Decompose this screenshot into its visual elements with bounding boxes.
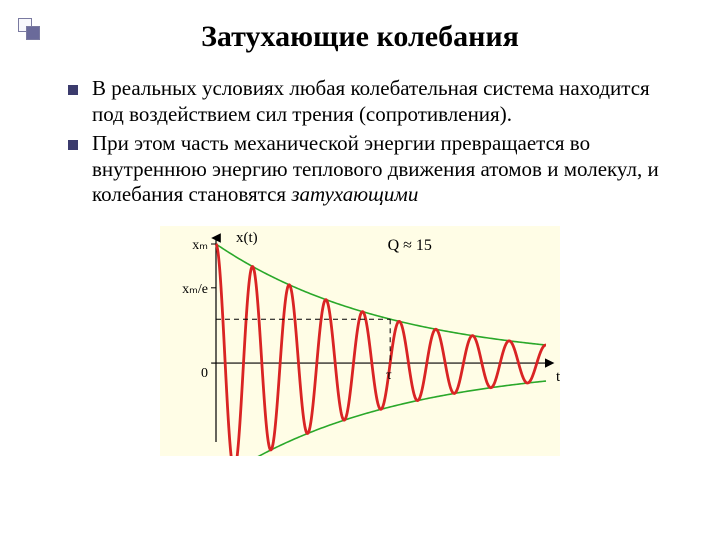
chart-svg: x(t) t xₘ xₘ/e 0 Q ≈ 15 τ — [160, 226, 560, 456]
y-tick-label: xₘ — [192, 238, 208, 253]
bullet-text: При этом часть механической энергии прев… — [92, 131, 670, 208]
x-axis-label: t — [556, 369, 560, 385]
deco-square-dark — [26, 26, 40, 40]
bullet-marker-icon — [68, 85, 78, 95]
bullet-list: В реальных условиях любая колебательная … — [0, 76, 720, 208]
slide-title: Затухающие колебания — [0, 0, 720, 76]
y-tick-label: xₘ/e — [182, 282, 208, 297]
y-tick-label: 0 — [201, 366, 208, 381]
bullet-text: В реальных условиях любая колебательная … — [92, 76, 670, 127]
y-axis-label: x(t) — [236, 230, 258, 246]
bullet-text-italic: затухающими — [291, 182, 418, 206]
q-factor-label: Q ≈ 15 — [388, 237, 432, 254]
bullet-item: В реальных условиях любая колебательная … — [68, 76, 670, 127]
bullet-item: При этом часть механической энергии прев… — [68, 131, 670, 208]
damped-oscillation-chart: x(t) t xₘ xₘ/e 0 Q ≈ 15 τ — [160, 226, 560, 456]
tau-label: τ — [386, 368, 392, 383]
bullet-marker-icon — [68, 140, 78, 150]
